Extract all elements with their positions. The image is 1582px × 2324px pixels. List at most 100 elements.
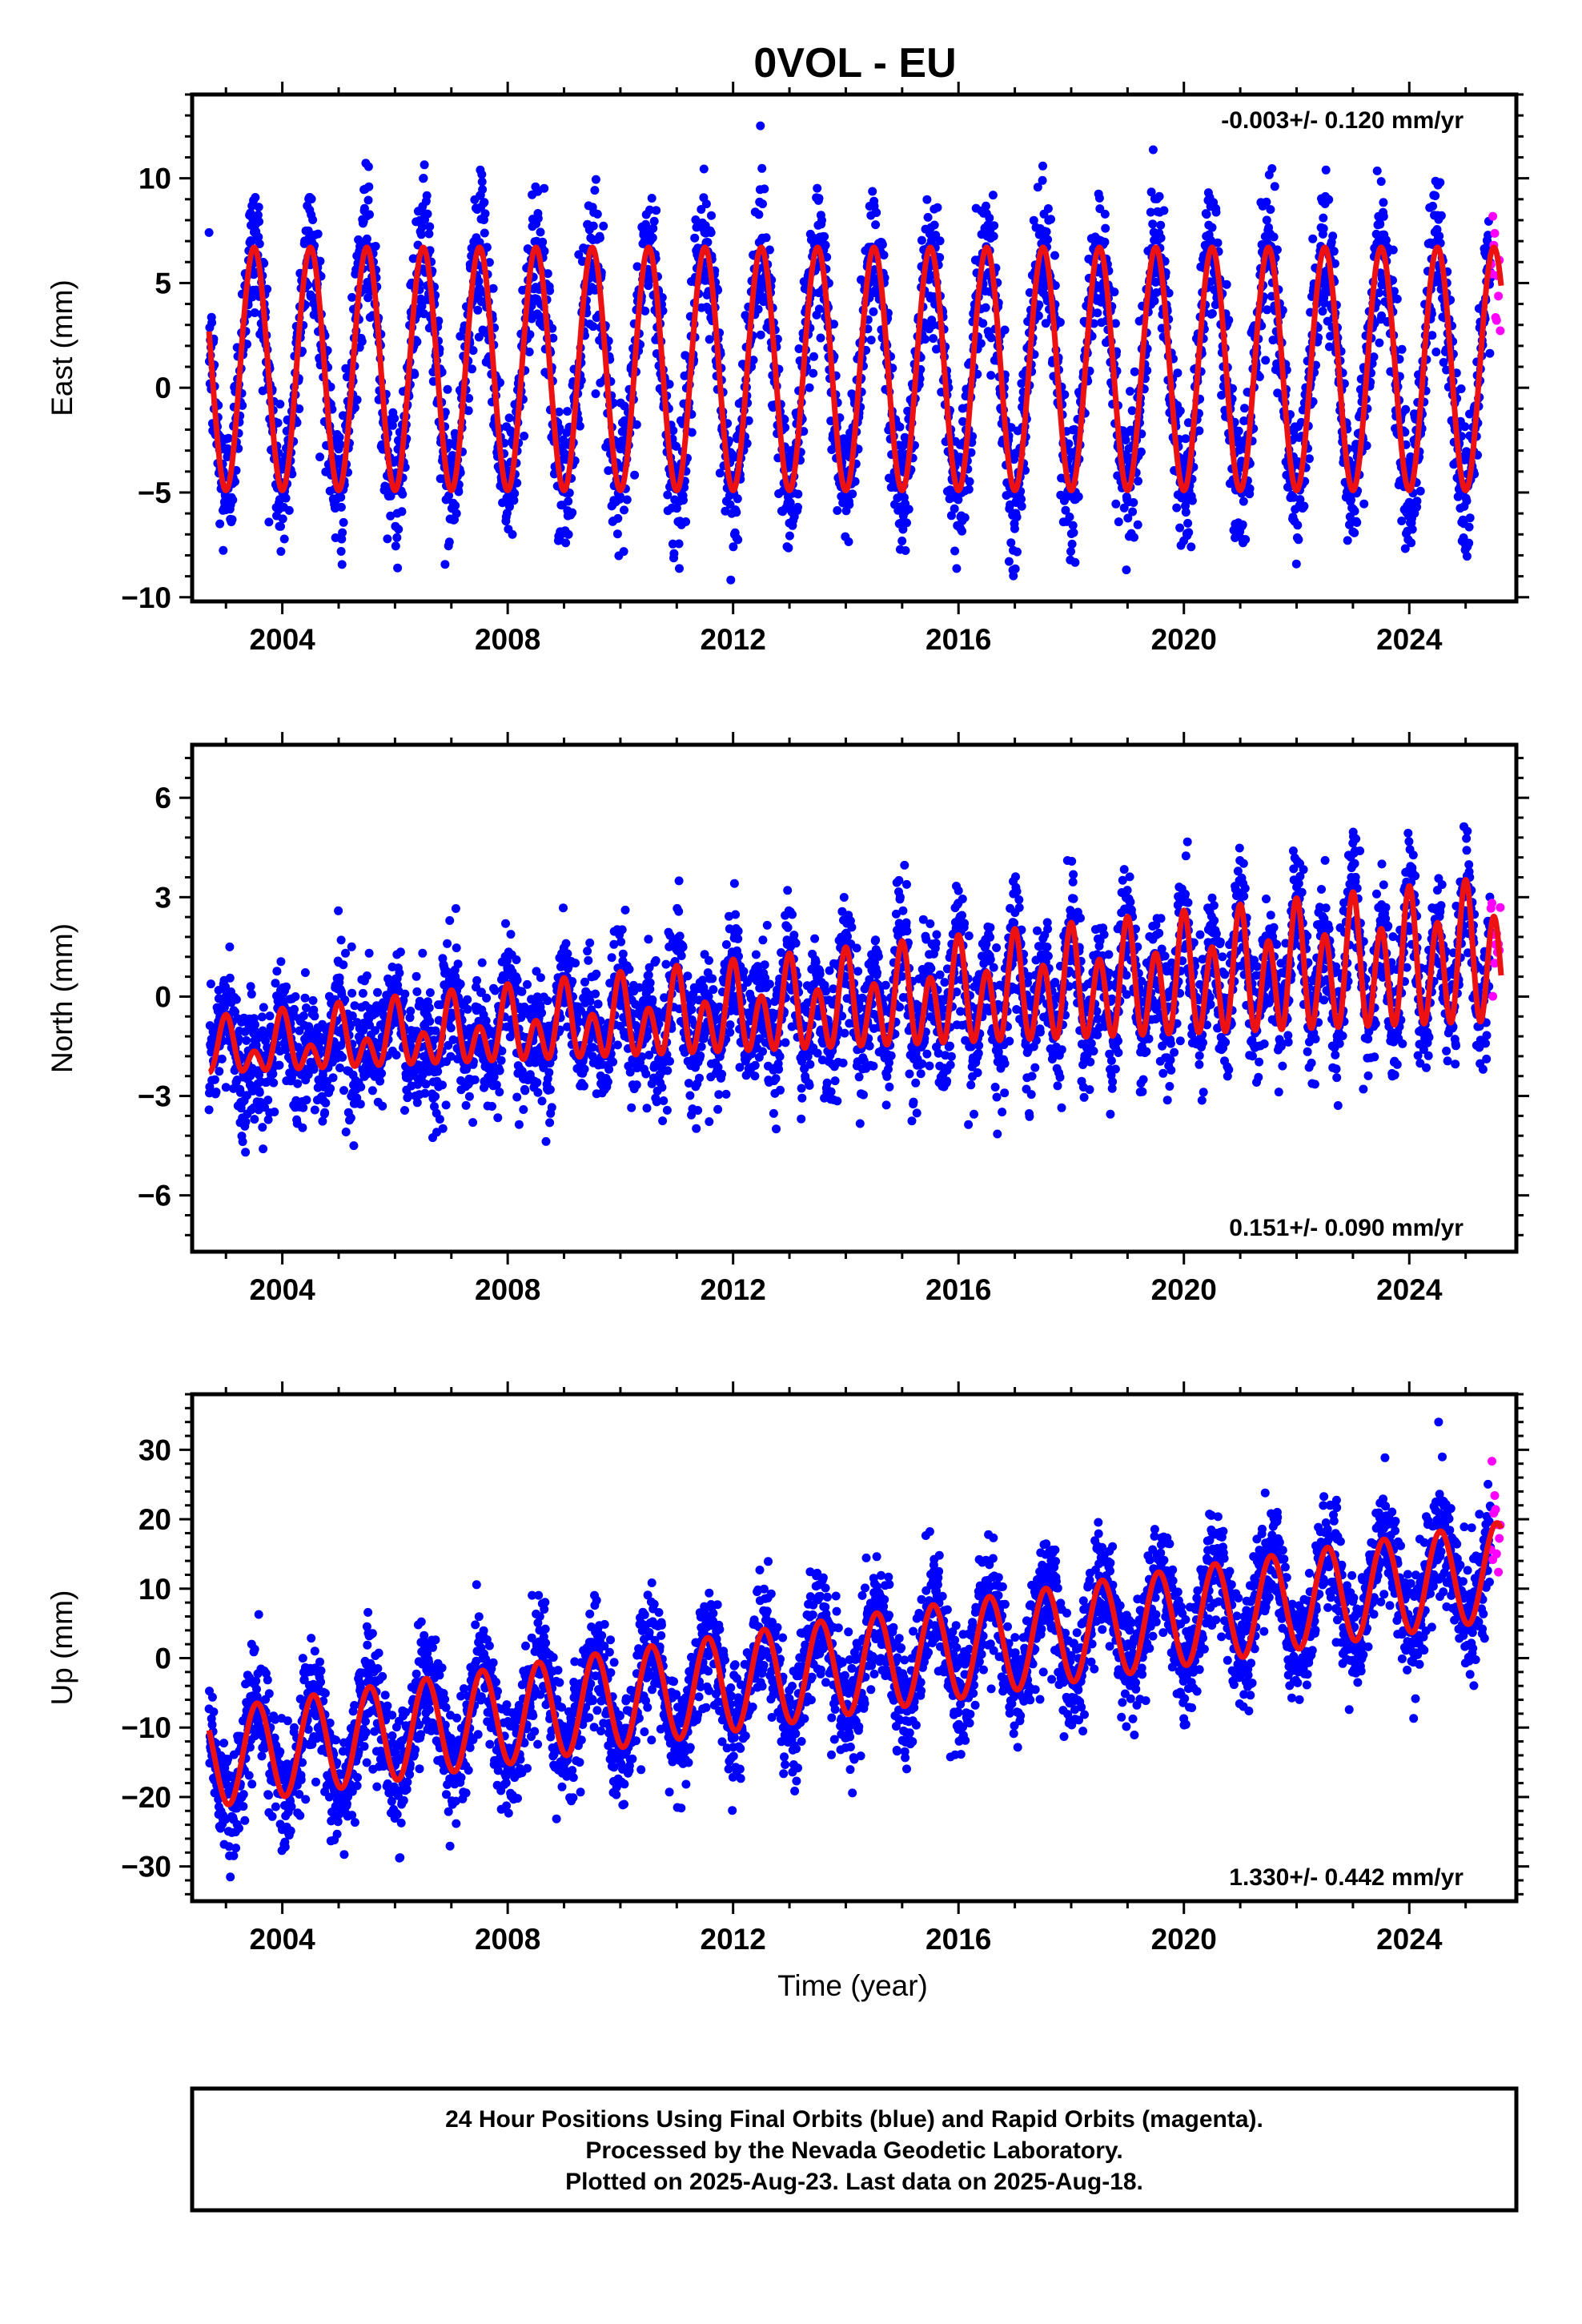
east-final-point [408, 254, 418, 263]
north-final-point [395, 968, 404, 978]
east-final-point [422, 191, 432, 200]
east-final-point [989, 231, 998, 241]
east-final-point [753, 304, 763, 314]
east-final-point [1318, 307, 1327, 316]
east-final-point [1460, 422, 1470, 432]
east-ylabel: East (mm) [46, 279, 78, 416]
east-final-point [756, 121, 765, 131]
east-final-point [814, 194, 824, 203]
east-final-point [335, 440, 345, 449]
east-final-point [543, 269, 552, 279]
north-final-point [259, 1003, 268, 1012]
north-final-point [310, 1105, 319, 1115]
east-final-point [575, 421, 584, 431]
east-final-point [1359, 499, 1369, 509]
east-final-point [1000, 325, 1010, 335]
north-final-point [321, 1098, 331, 1108]
east-final-point [604, 466, 613, 476]
east-final-point [1350, 528, 1359, 537]
east-final-point [1172, 503, 1182, 513]
east-final-point [308, 215, 318, 224]
east-final-point [1129, 498, 1138, 507]
east-final-point [468, 346, 478, 356]
east-final-point [251, 193, 260, 202]
east-final-point [540, 247, 549, 256]
east-rapid-point [1488, 211, 1498, 221]
east-final-point [591, 175, 600, 184]
east-final-point [255, 217, 263, 227]
east-final-point [536, 227, 545, 237]
east-final-point [1224, 316, 1234, 325]
east-final-point [1272, 245, 1282, 255]
east-final-point [1184, 528, 1194, 537]
east-final-point [1308, 234, 1318, 243]
east-final-point [1267, 164, 1277, 173]
east-final-point [652, 206, 661, 215]
north-final-point [242, 1035, 251, 1045]
east-final-point [809, 368, 818, 378]
north-final-point [421, 1080, 431, 1089]
east-final-point [950, 504, 959, 513]
north-final-point [265, 1011, 275, 1021]
north-final-point [270, 1108, 279, 1116]
east-final-point [1464, 522, 1474, 532]
chart-title: 0VOL - EU [753, 40, 956, 86]
east-final-point [1270, 182, 1279, 191]
east-final-point [275, 400, 285, 409]
east-final-point [648, 223, 658, 233]
east-final-point [480, 209, 490, 219]
east-final-point [538, 237, 548, 247]
east-final-point [1352, 518, 1362, 527]
east-final-point [564, 529, 573, 539]
east-final-point [981, 303, 990, 312]
east-final-point [397, 507, 407, 517]
east-final-point [1415, 486, 1425, 496]
east-final-point [599, 221, 608, 231]
east-final-point [307, 195, 316, 203]
east-final-point [1038, 161, 1047, 171]
north-final-point [320, 1108, 330, 1117]
north-final-point [241, 1117, 251, 1127]
east-final-point [833, 506, 842, 515]
east-final-point [982, 201, 990, 211]
east-final-point [990, 221, 999, 231]
east-final-point [742, 439, 752, 448]
east-final-point [1431, 191, 1440, 200]
east-final-point [416, 230, 426, 239]
east-final-point [1159, 206, 1169, 215]
east-final-point [821, 240, 830, 250]
east-final-point [533, 214, 543, 223]
east-final-point [1134, 476, 1142, 486]
east-final-point [264, 517, 274, 527]
east-final-point [276, 547, 286, 557]
north-final-point [335, 973, 344, 983]
east-final-point [207, 318, 217, 328]
east-final-point [1010, 524, 1019, 533]
east-final-point [1375, 338, 1384, 348]
east-final-point [363, 195, 373, 205]
east-final-point [964, 485, 974, 494]
east-final-point [1127, 406, 1137, 416]
east-final-point [215, 519, 225, 529]
east-final-point [640, 306, 650, 316]
east-final-point [347, 292, 357, 302]
east-final-point [895, 422, 905, 432]
east-xtick-label: 2004 [249, 623, 315, 656]
north-final-point [412, 1098, 422, 1108]
east-final-point [1381, 235, 1391, 245]
east-final-point [672, 441, 681, 451]
north-final-point [412, 987, 422, 996]
east-final-point [478, 185, 488, 195]
east-final-point [1130, 367, 1139, 376]
east-final-point [679, 496, 688, 505]
north-final-point [400, 989, 410, 999]
east-final-point [1130, 533, 1138, 542]
east-final-point [1121, 436, 1130, 444]
east-final-point [337, 560, 347, 569]
east-final-point [484, 258, 494, 267]
east-final-point [1111, 499, 1121, 509]
east-rapid-point [1496, 326, 1505, 336]
east-final-point [1456, 384, 1466, 393]
east-rapid-point [1494, 292, 1504, 301]
east-final-point [540, 183, 549, 193]
